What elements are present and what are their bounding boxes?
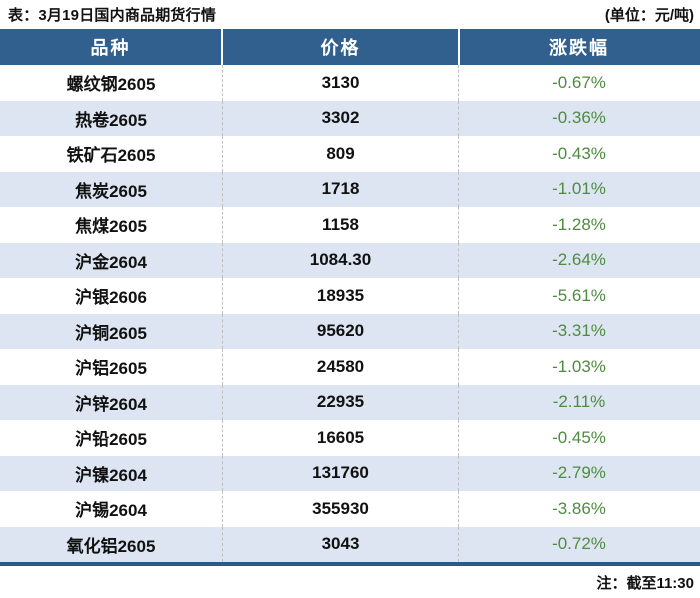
table-row: 沪铅2605 16605 -0.45% (0, 420, 700, 456)
cell-change: -3.86% (552, 498, 606, 518)
cell-variety: 铁矿石2605 (0, 136, 223, 172)
cell-price: 18935 (223, 278, 459, 314)
cell-price: 24580 (223, 349, 459, 385)
cell-variety: 焦炭2605 (0, 171, 223, 207)
table-row: 沪铝2605 24580 -1.03% (0, 349, 700, 385)
cell-change: -1.01% (552, 179, 606, 199)
cell-variety: 热卷2605 (0, 100, 223, 136)
footnote: 注：截至11:30 (0, 566, 700, 598)
cell-price: 1084.30 (223, 242, 459, 278)
cell-change: -2.64% (552, 250, 606, 270)
table-row: 沪镍2604 131760 -2.79% (0, 455, 700, 491)
table-row: 焦煤2605 1158 -1.28% (0, 207, 700, 243)
table-row: 沪锌2604 22935 -2.11% (0, 384, 700, 420)
table-row: 沪金2604 1084.30 -2.64% (0, 242, 700, 278)
cell-change: -2.79% (552, 463, 606, 483)
cell-variety: 螺纹钢2605 (0, 65, 223, 101)
cell-change: -0.67% (552, 72, 606, 92)
cell-variety: 沪铝2605 (0, 349, 223, 385)
cell-price: 16605 (223, 420, 459, 456)
column-header-price: 价格 (223, 29, 460, 65)
cell-variety: 沪镍2604 (0, 455, 223, 491)
table-row: 沪银2606 18935 -5.61% (0, 278, 700, 314)
cell-price: 131760 (223, 455, 459, 491)
table-body: 螺纹钢2605 3130 -0.67% 热卷2605 3302 -0.36% 铁矿石2605… (0, 65, 700, 562)
cell-change: -5.61% (552, 285, 606, 305)
footnote-text: 注：截至11:30 (596, 574, 694, 592)
cell-change: -0.45% (552, 427, 606, 447)
column-header-variety: 品种 (0, 29, 223, 65)
cell-variety: 沪锡2604 (0, 491, 223, 527)
bottom-rule (0, 562, 700, 566)
cell-price: 95620 (223, 313, 459, 349)
cell-change: -1.28% (552, 214, 606, 234)
cell-price: 1718 (223, 171, 459, 207)
table-row: 沪锡2604 355930 -3.86% (0, 491, 700, 527)
table-row: 螺纹钢2605 3130 -0.67% (0, 65, 700, 101)
caption-bar: 表：3月19日国内商品期货行情 (单位：元/吨) (0, 0, 700, 29)
cell-change: -0.72% (552, 534, 606, 554)
cell-variety: 沪锌2604 (0, 384, 223, 420)
cell-change: -0.36% (552, 108, 606, 128)
cell-change: -3.31% (552, 321, 606, 341)
column-header-change: 涨跌幅 (549, 38, 609, 58)
table-row: 焦炭2605 1718 -1.01% (0, 171, 700, 207)
cell-price: 809 (223, 136, 459, 172)
cell-variety: 沪铜2605 (0, 313, 223, 349)
cell-variety: 氧化铝2605 (0, 526, 223, 562)
unit-note: (单位：元/吨) (604, 7, 694, 24)
table-row: 氧化铝2605 3043 -0.72% (0, 526, 700, 562)
table-title: 表：3月19日国内商品期货行情 (8, 7, 217, 24)
cell-variety: 沪银2606 (0, 278, 223, 314)
cell-price: 3130 (223, 65, 459, 101)
cell-variety: 沪铅2605 (0, 420, 223, 456)
cell-price: 1158 (223, 207, 459, 243)
cell-price: 22935 (223, 384, 459, 420)
cell-price: 355930 (223, 491, 459, 527)
table-row: 铁矿石2605 809 -0.43% (0, 136, 700, 172)
cell-variety: 焦煤2605 (0, 207, 223, 243)
cell-price: 3043 (223, 526, 459, 562)
cell-change: -0.43% (552, 143, 606, 163)
table-row: 热卷2605 3302 -0.36% (0, 100, 700, 136)
cell-variety: 沪金2604 (0, 242, 223, 278)
cell-price: 3302 (223, 100, 459, 136)
table-header-row: 品种 价格 涨跌幅 (0, 29, 700, 65)
cell-change: -1.03% (552, 356, 606, 376)
cell-change: -2.11% (552, 392, 606, 412)
table-row: 沪铜2605 95620 -3.31% (0, 313, 700, 349)
